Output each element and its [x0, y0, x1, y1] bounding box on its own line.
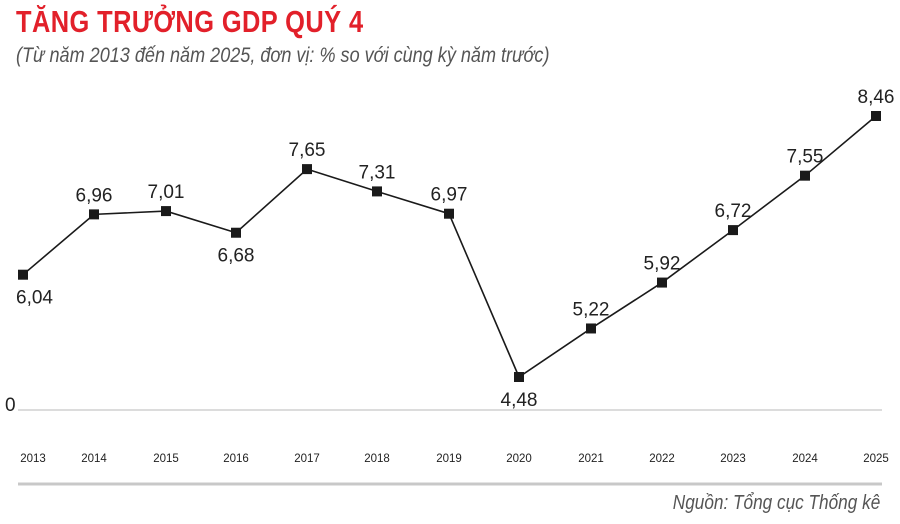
x-tick-label-2019: 2019: [436, 453, 462, 465]
data-label-2013: 6,04: [16, 288, 53, 309]
data-label-2015: 7,01: [148, 182, 185, 203]
data-label-2021: 5,22: [573, 299, 610, 320]
data-point-2025: [871, 111, 881, 121]
x-tick-label-2018: 2018: [364, 453, 390, 465]
x-tick-label-2020: 2020: [506, 453, 532, 465]
data-label-2023: 6,72: [715, 201, 752, 222]
data-point-2020: [514, 372, 524, 382]
data-label-2019: 6,97: [431, 185, 468, 206]
data-label-2025: 8,46: [858, 87, 895, 108]
chart-subtitle: (Từ năm 2013 đến năm 2025, đơn vị: % so …: [16, 44, 550, 67]
x-tick-label-2024: 2024: [792, 453, 818, 465]
x-tick-label-2023: 2023: [720, 453, 746, 465]
data-label-2014: 6,96: [76, 185, 113, 206]
data-point-2022: [657, 277, 667, 288]
data-label-2022: 5,92: [644, 254, 681, 275]
x-tick-label-2021: 2021: [578, 453, 604, 465]
x-tick-label-2017: 2017: [294, 453, 320, 465]
series-line: [22, 115, 877, 379]
data-point-2018: [372, 186, 382, 197]
x-tick-label-2022: 2022: [649, 453, 675, 465]
x-tick-label-2016: 2016: [223, 453, 249, 465]
data-point-2021: [586, 323, 596, 334]
data-label-2016: 6,68: [218, 246, 255, 267]
data-point-2023: [728, 225, 738, 236]
data-point-2016: [231, 227, 241, 238]
data-point-2017: [302, 164, 312, 175]
data-label-2018: 7,31: [359, 162, 396, 183]
data-label-2017: 7,65: [289, 140, 326, 161]
x-tick-label-2013: 2013: [20, 453, 46, 465]
x-tick-label-2014: 2014: [81, 453, 107, 465]
x-tick-label-2015: 2015: [153, 453, 179, 465]
data-point-2019: [444, 208, 454, 219]
data-point-2015: [161, 206, 171, 217]
chart-title: TĂNG TRƯỞNG GDP QUÝ 4: [16, 4, 364, 39]
data-point-2024: [800, 170, 810, 181]
data-point-2013: [18, 269, 28, 280]
data-label-2020: 4,48: [501, 390, 538, 411]
source-note: Nguồn: Tổng cục Thống kê: [672, 492, 880, 514]
data-point-2014: [89, 209, 99, 220]
x-tick-label-2025: 2025: [863, 453, 889, 465]
y-baseline-label: 0: [5, 395, 16, 416]
data-label-2024: 7,55: [787, 147, 824, 168]
